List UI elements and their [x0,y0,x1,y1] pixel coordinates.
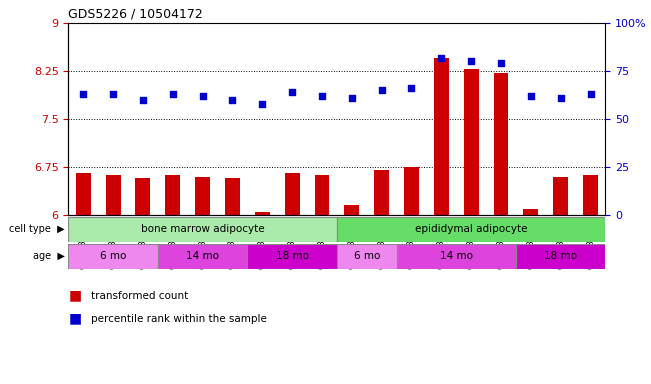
Bar [404,167,419,215]
Point [555,95,566,101]
Text: 6 mo: 6 mo [353,251,380,262]
Text: cell type  ▶: cell type ▶ [10,224,65,235]
Text: epididymal adipocyte: epididymal adipocyte [415,224,527,235]
Point [436,55,447,61]
Point [376,87,387,93]
Point [346,95,357,101]
Bar [314,175,329,215]
Point [257,101,268,107]
Bar [434,58,449,215]
Bar [165,175,180,215]
Bar [396,244,516,269]
Bar [247,244,337,269]
Text: ■: ■ [68,312,81,326]
Bar [284,174,299,215]
Text: bone marrow adipocyte: bone marrow adipocyte [141,224,264,235]
Bar [195,177,210,215]
Point [78,91,89,97]
Point [525,93,536,99]
Point [466,58,477,65]
Bar [76,174,90,215]
Bar [493,73,508,215]
Bar [344,205,359,215]
Bar [105,175,120,215]
Point [496,60,506,66]
Point [406,85,417,91]
Bar [523,209,538,215]
Point [167,91,178,97]
Bar [225,178,240,215]
Text: 18 mo: 18 mo [544,251,577,262]
Point [317,93,327,99]
Text: percentile rank within the sample: percentile rank within the sample [91,314,267,324]
Point [585,91,596,97]
Bar [374,170,389,215]
Text: age  ▶: age ▶ [33,251,65,262]
Bar [158,244,247,269]
Point [227,97,238,103]
Bar [553,177,568,215]
Bar [583,175,598,215]
Bar [135,178,150,215]
Bar [255,212,270,215]
Bar [464,69,478,215]
Bar [337,244,396,269]
Point [197,93,208,99]
Text: GDS5226 / 10504172: GDS5226 / 10504172 [68,7,203,20]
Bar [337,217,605,242]
Text: 6 mo: 6 mo [100,251,126,262]
Text: transformed count: transformed count [91,291,188,301]
Point [287,89,298,95]
Bar [516,244,605,269]
Text: 14 mo: 14 mo [439,251,473,262]
Bar [68,217,337,242]
Text: 14 mo: 14 mo [186,251,219,262]
Point [108,91,118,97]
Point [138,97,148,103]
Text: 18 mo: 18 mo [275,251,309,262]
Text: ■: ■ [68,289,81,303]
Bar [68,244,158,269]
